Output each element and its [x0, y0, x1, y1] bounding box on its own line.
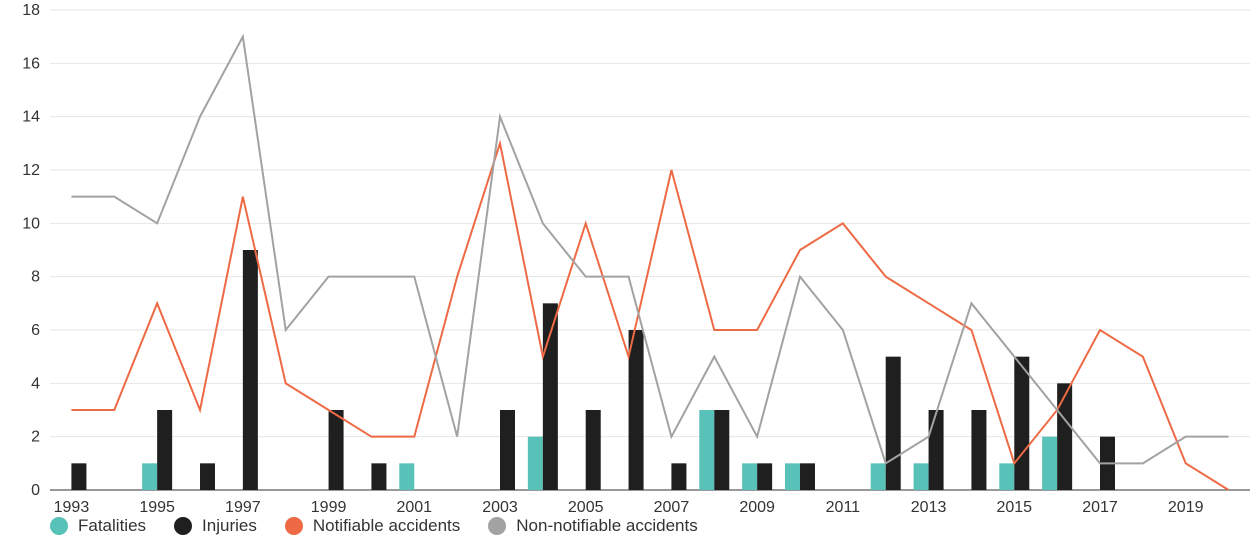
- x-tick-label: 1997: [225, 499, 261, 516]
- bar-fatalities: [914, 463, 929, 490]
- y-tick-label: 0: [31, 482, 40, 499]
- y-tick-label: 16: [22, 55, 40, 72]
- x-tick-label: 2007: [654, 499, 690, 516]
- bar-fatalities: [399, 463, 414, 490]
- x-tick-label: 2019: [1168, 499, 1204, 516]
- legend-label: Injuries: [202, 516, 257, 536]
- bar-injuries: [714, 410, 729, 490]
- bar-injuries: [371, 463, 386, 490]
- bar-fatalities: [785, 463, 800, 490]
- legend-item: Non-notifiable accidents: [488, 516, 697, 536]
- y-tick-label: 14: [22, 109, 40, 126]
- bar-injuries: [500, 410, 515, 490]
- bar-injuries: [929, 410, 944, 490]
- bar-fatalities: [528, 437, 543, 490]
- bar-fatalities: [742, 463, 757, 490]
- legend-item: Fatalities: [50, 516, 146, 536]
- x-tick-label: 2009: [739, 499, 775, 516]
- x-tick-label: 2015: [996, 499, 1032, 516]
- bar-injuries: [629, 330, 644, 490]
- bar-fatalities: [871, 463, 886, 490]
- bar-injuries: [243, 250, 258, 490]
- bar-injuries: [329, 410, 344, 490]
- bar-injuries: [671, 463, 686, 490]
- y-tick-label: 6: [31, 322, 40, 339]
- legend-item: Notifiable accidents: [285, 516, 460, 536]
- bar-injuries: [1057, 383, 1072, 490]
- x-tick-label: 2005: [568, 499, 604, 516]
- legend-label: Fatalities: [78, 516, 146, 536]
- bar-injuries: [71, 463, 86, 490]
- accidents-chart: 0 2 4 6 8 10 12 14 16 18 1993 1995 1997 1999 2001 2003 2…: [0, 0, 1260, 551]
- x-tick-label: 2003: [482, 499, 518, 516]
- bar-injuries: [157, 410, 172, 490]
- y-tick-label: 10: [22, 215, 40, 232]
- bar-fatalities: [699, 410, 714, 490]
- y-tick-label: 18: [22, 2, 40, 19]
- y-tick-label: 12: [22, 162, 40, 179]
- legend-swatch: [285, 517, 303, 535]
- bar-fatalities: [999, 463, 1014, 490]
- bar-fatalities: [1042, 437, 1057, 490]
- x-tick-label: 1993: [54, 499, 90, 516]
- chart-svg: 0 2 4 6 8 10 12 14 16 18 1993 1995 1997 1999 2001 2003 2…: [0, 0, 1260, 551]
- x-tick-label: 2011: [826, 499, 861, 516]
- chart-legend: Fatalities Injuries Notifiable accidents No…: [50, 516, 698, 536]
- x-tick-label: 1999: [311, 499, 347, 516]
- bar-injuries: [757, 463, 772, 490]
- bar-fatalities: [142, 463, 157, 490]
- y-tick-label: 8: [31, 269, 40, 286]
- y-tick-label: 2: [31, 429, 40, 446]
- x-tick-label: 2017: [1082, 499, 1118, 516]
- x-tick-label: 1995: [139, 499, 175, 516]
- bar-injuries: [886, 357, 901, 490]
- legend-swatch: [174, 517, 192, 535]
- bar-injuries: [1014, 357, 1029, 490]
- legend-label: Non-notifiable accidents: [516, 516, 697, 536]
- bar-injuries: [586, 410, 601, 490]
- x-tick-label: 2001: [396, 499, 432, 516]
- legend-swatch: [488, 517, 506, 535]
- legend-swatch: [50, 517, 68, 535]
- y-tick-label: 4: [31, 375, 40, 392]
- bar-injuries: [800, 463, 815, 490]
- bar-injuries: [200, 463, 215, 490]
- x-tick-label: 2013: [911, 499, 947, 516]
- legend-label: Notifiable accidents: [313, 516, 460, 536]
- bar-injuries: [971, 410, 986, 490]
- legend-item: Injuries: [174, 516, 257, 536]
